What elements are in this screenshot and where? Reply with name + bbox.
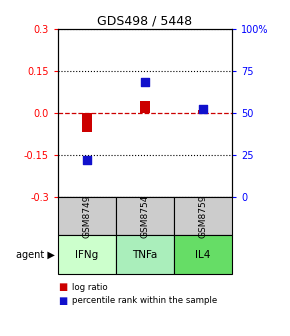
Point [85,157,89,162]
Bar [198,110,208,113]
Point [201,107,205,112]
Text: log ratio: log ratio [72,283,108,292]
Text: TNFa: TNFa [132,250,158,259]
Point [143,80,147,85]
Bar [140,101,150,113]
Text: IL4: IL4 [195,250,211,259]
Text: GSM8749: GSM8749 [82,194,92,238]
Text: agent ▶: agent ▶ [16,250,55,259]
Bar [82,113,92,132]
Text: ■: ■ [58,296,67,306]
Text: GSM8759: GSM8759 [198,194,208,238]
Title: GDS498 / 5448: GDS498 / 5448 [97,14,193,28]
Text: percentile rank within the sample: percentile rank within the sample [72,296,218,305]
Text: GSM8754: GSM8754 [140,194,150,238]
Text: ■: ■ [58,282,67,292]
Text: IFNg: IFNg [75,250,99,259]
